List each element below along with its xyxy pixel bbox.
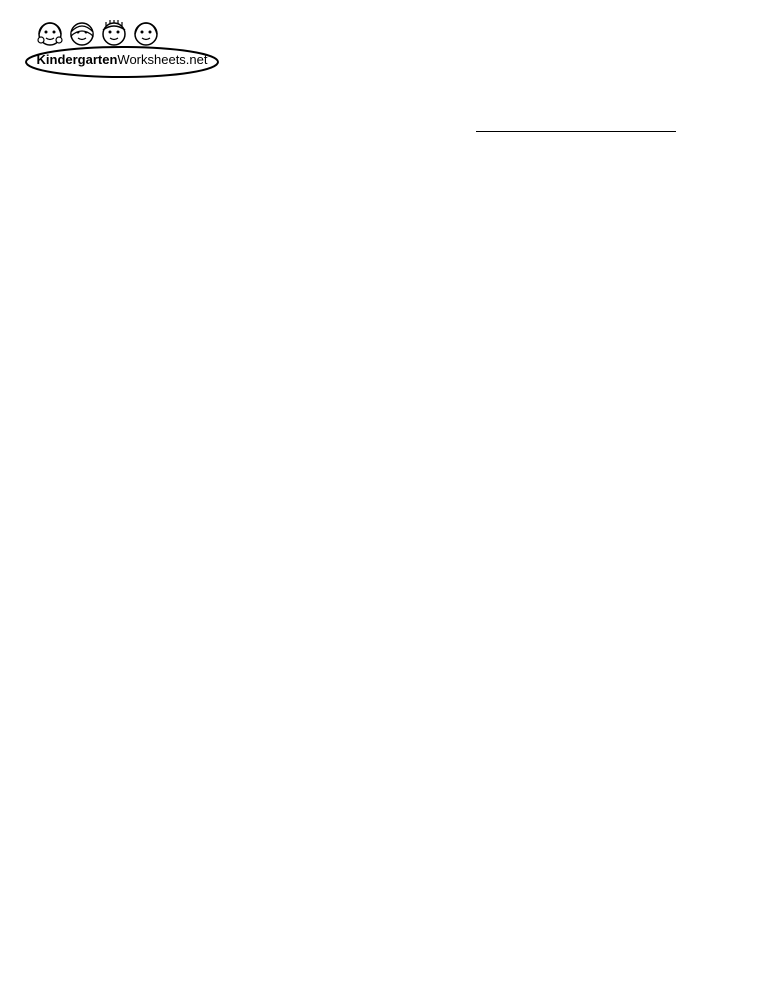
logo: KindergartenWorksheets.net bbox=[24, 20, 224, 98]
svg-text:KindergartenWorksheets.net: KindergartenWorksheets.net bbox=[37, 52, 208, 67]
header: KindergartenWorksheets.net bbox=[24, 20, 736, 98]
name-blank-line[interactable] bbox=[476, 131, 676, 132]
problems-container bbox=[24, 154, 736, 967]
name-field-row bbox=[24, 106, 736, 132]
